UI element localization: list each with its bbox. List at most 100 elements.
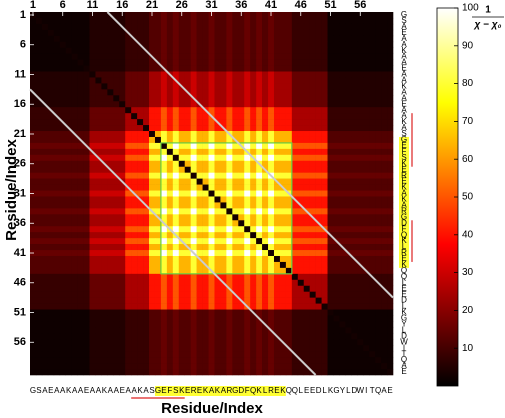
heat-cell: [387, 303, 394, 310]
heat-cell: [327, 190, 334, 197]
heat-cell: [131, 125, 138, 132]
heat-cell: [291, 321, 299, 328]
heat-cell: [137, 83, 144, 90]
heat-cell: [357, 339, 364, 346]
heat-cell: [345, 113, 352, 120]
heat-cell: [268, 238, 275, 245]
heat-cell: [30, 184, 37, 191]
heat-cell: [238, 232, 245, 239]
heat-cell: [178, 101, 186, 108]
heat-cell: [95, 83, 102, 90]
heat-cell: [71, 53, 78, 60]
heat-cell: [47, 29, 55, 37]
heat-cell: [339, 172, 346, 179]
residue-letter: E: [401, 99, 406, 108]
heat-cell: [250, 77, 257, 84]
heat-cell: [71, 285, 78, 292]
residue-letter: K: [401, 183, 407, 192]
heat-cell: [226, 315, 233, 322]
residue-letter: E: [401, 165, 406, 174]
heat-cell: [41, 303, 49, 310]
heat-cell: [273, 142, 281, 150]
heat-cell: [59, 166, 67, 173]
heat-cell: [65, 119, 72, 126]
heat-cell: [160, 351, 168, 358]
heat-cell: [208, 250, 215, 257]
heat-cell: [77, 315, 84, 322]
heat-cell: [53, 297, 61, 304]
heat-cell: [232, 166, 239, 173]
heat-cell: [196, 339, 203, 346]
heat-cell: [214, 363, 221, 370]
diagonal-line: [29, 88, 317, 376]
heat-cell: [35, 297, 43, 304]
heat-cell: [250, 65, 257, 72]
heat-cell: [143, 285, 150, 292]
heat-cell: [279, 327, 287, 334]
heat-cell: [71, 309, 78, 316]
heat-cell: [226, 333, 233, 340]
heat-cell: [41, 160, 49, 168]
heat-cell: [35, 142, 43, 150]
heat-cell: [285, 101, 293, 108]
heat-cell: [285, 321, 293, 328]
heat-cell: [178, 53, 186, 60]
heat-cell: [137, 17, 144, 25]
heat-cell: [244, 321, 251, 328]
heat-cell: [166, 154, 174, 162]
heat-cell: [327, 267, 334, 275]
heat-cell: [101, 238, 108, 245]
heat-cell: [381, 131, 388, 138]
heat-cell: [232, 250, 239, 257]
heat-cell: [107, 148, 114, 156]
heat-cell: [119, 154, 126, 162]
residue-letter: A: [381, 386, 387, 395]
heat-cell: [268, 65, 275, 72]
heat-cell: [244, 136, 251, 144]
heat-cell: [363, 202, 370, 209]
heat-cell: [83, 261, 90, 269]
heat-cell: [381, 190, 388, 197]
heat-cell: [220, 160, 227, 168]
heat-cell: [208, 89, 215, 96]
heat-cell: [387, 125, 394, 132]
heat-cell: [35, 226, 43, 233]
heat-cell: [125, 95, 132, 102]
heat-cell: [202, 53, 209, 60]
heat-cell: [279, 142, 287, 150]
heat-cell: [279, 202, 287, 209]
heat-cell: [303, 119, 310, 126]
heat-cell: [232, 12, 239, 19]
heat-cell: [101, 35, 108, 43]
heat-cell: [202, 154, 209, 162]
heat-cell: [256, 214, 263, 221]
heat-cell: [351, 65, 358, 72]
heat-cell: [357, 327, 364, 334]
heat-cell: [232, 333, 239, 340]
heat-cell: [190, 291, 197, 298]
heat-cell: [244, 214, 251, 221]
heat-cell: [327, 154, 334, 162]
heat-cell: [83, 279, 90, 287]
heat-cell: [35, 83, 43, 90]
heat-cell: [363, 142, 370, 150]
heat-cell: [297, 65, 305, 72]
heat-cell: [357, 125, 364, 132]
heat-cell: [41, 136, 49, 144]
heat-cell: [345, 220, 352, 227]
heat-cell: [268, 291, 275, 298]
heat-cell: [309, 357, 316, 364]
heat-cell: [375, 315, 382, 322]
heat-cell: [244, 154, 251, 162]
heat-cell: [375, 178, 382, 185]
heat-cell: [172, 214, 180, 221]
heat-cell: [190, 345, 197, 352]
heat-cell: [333, 202, 340, 209]
heat-cell: [59, 363, 67, 370]
heat-cell: [166, 107, 174, 114]
heat-cell: [279, 23, 287, 31]
heat-cell: [65, 59, 72, 66]
colorbar-label-numerator: 1: [485, 5, 491, 16]
heat-cell: [190, 53, 197, 60]
heat-cell: [119, 339, 126, 346]
